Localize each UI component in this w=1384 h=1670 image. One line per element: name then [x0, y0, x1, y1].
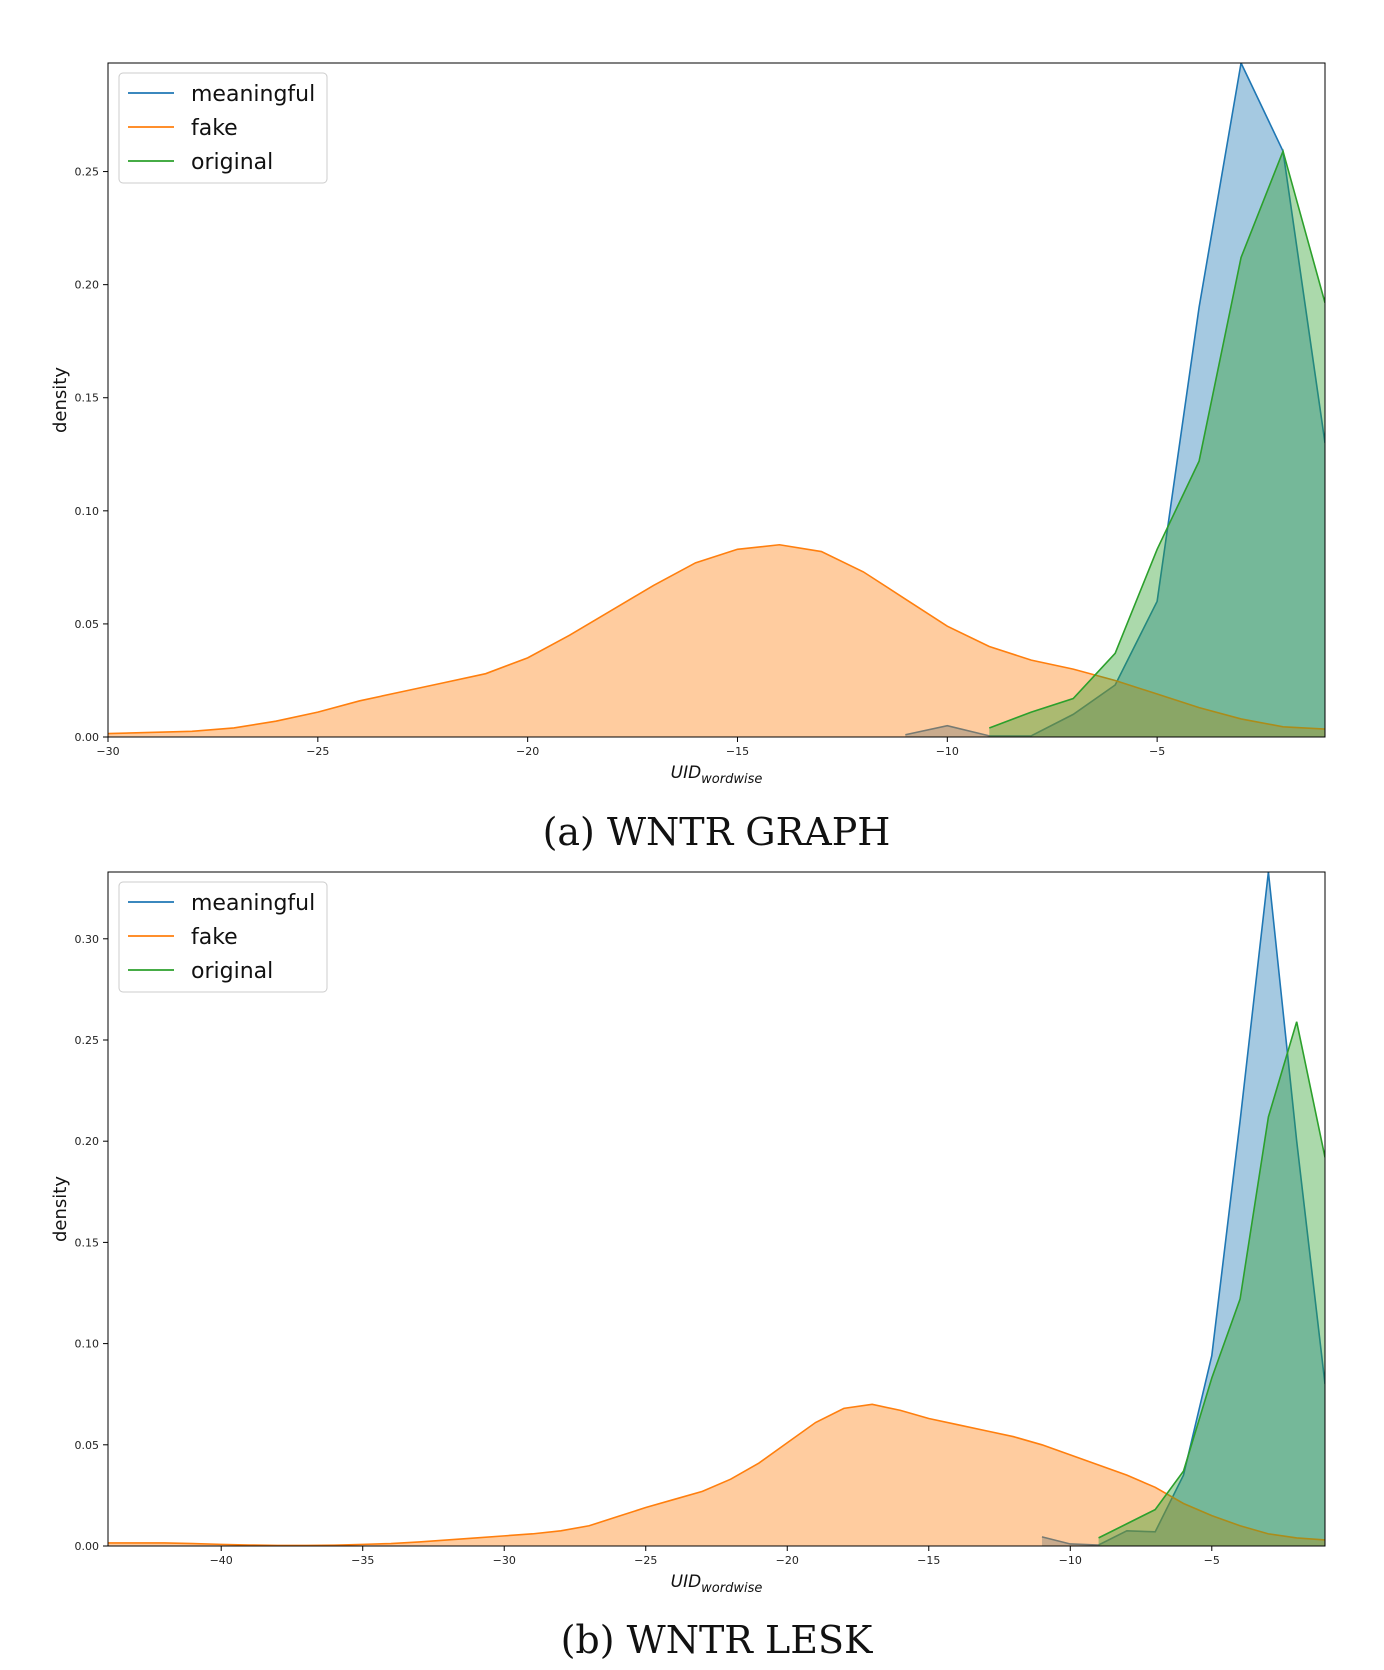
y-tick-label: 0.05	[75, 618, 100, 631]
chart-a: −30 −25 −20 −15 −10 −5 0.00 0.05 0.10 0.15 0.20 0.2…	[50, 62, 1326, 854]
plot-area	[108, 63, 1325, 737]
series-area-meaningful	[1041, 872, 1325, 1546]
x-tick-label: −25	[306, 745, 329, 758]
chart-caption: (b) WNTR LESK	[561, 1618, 873, 1662]
series-line-meaningful	[1041, 872, 1325, 1546]
series-line-fake	[108, 543, 1325, 735]
y-tick-label: 0.25	[75, 1034, 100, 1047]
axes-frame	[107, 62, 1326, 738]
series-line-original	[988, 148, 1325, 729]
y-tick-label: 0.00	[75, 731, 100, 744]
legend-box	[118, 72, 328, 184]
plot-area	[108, 872, 1325, 1546]
x-tick-label: −10	[1059, 1554, 1082, 1567]
legend-box	[118, 881, 328, 993]
y-tick-label: 0.30	[75, 933, 100, 946]
x-tick-label: −35	[351, 1554, 374, 1567]
series-area-original	[1098, 1021, 1325, 1546]
x-tick-label: −15	[726, 745, 749, 758]
y-tick-label: 0.00	[75, 1540, 100, 1553]
x-tick-label: −5	[1149, 745, 1165, 758]
x-tick-label: −30	[493, 1554, 516, 1567]
y-tick-label: 0.10	[75, 1338, 100, 1351]
x-axis-label: UIDwordwise	[671, 1572, 763, 1596]
x-tick-label: −5	[1204, 1554, 1220, 1567]
y-tick-label: 0.15	[75, 392, 100, 405]
x-tick-label: −20	[516, 745, 539, 758]
legend-label-fake: fake	[191, 925, 238, 950]
legend: meaningful fake original	[118, 881, 328, 993]
legend-label-original: original	[191, 150, 273, 175]
y-tick-label: 0.25	[75, 166, 100, 179]
series-line-original	[1098, 1021, 1325, 1539]
x-axis-label: UIDwordwise	[671, 763, 763, 787]
x-tick-label: −10	[936, 745, 959, 758]
legend-label-meaningful: meaningful	[191, 82, 315, 107]
series-area-fake	[108, 1404, 1325, 1546]
series-line-fake	[108, 1403, 1325, 1546]
y-tick-label: 0.20	[75, 1135, 100, 1148]
x-tick-label: −30	[96, 745, 119, 758]
x-tick-label: −15	[917, 1554, 940, 1567]
y-tick-label: 0.10	[75, 505, 100, 518]
y-tick-label: 0.15	[75, 1236, 100, 1249]
legend-label-fake: fake	[191, 116, 238, 141]
series-area-fake	[108, 544, 1325, 737]
x-tick-label: −20	[776, 1554, 799, 1567]
legend: meaningful fake original	[118, 72, 328, 184]
series-area-original	[989, 151, 1325, 737]
x-tick-label: −40	[210, 1554, 233, 1567]
y-axis-label: density	[50, 367, 71, 433]
series-line-meaningful	[905, 63, 1325, 737]
legend-label-original: original	[191, 959, 273, 984]
chart-caption: (a) WNTR GRAPH	[543, 810, 891, 854]
axes-frame	[107, 871, 1326, 1547]
y-tick-label: 0.05	[75, 1439, 100, 1452]
chart-b: −40 −35 −30 −25 −20 −15 −10 −5 0.00 0.05 0.10 0.15 0…	[50, 871, 1326, 1662]
x-tick-label: −25	[634, 1554, 657, 1567]
y-axis-label: density	[50, 1176, 71, 1242]
y-tick-label: 0.20	[75, 279, 100, 292]
legend-label-meaningful: meaningful	[191, 891, 315, 916]
series-area-meaningful	[905, 63, 1325, 737]
